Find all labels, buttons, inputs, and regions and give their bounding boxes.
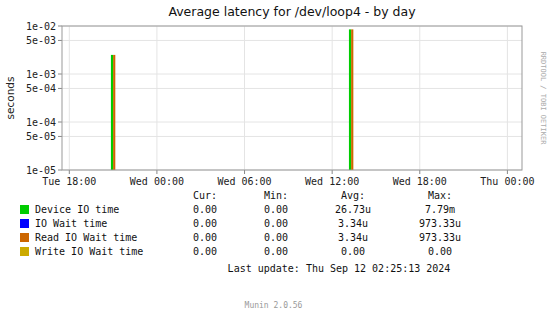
- grid-line: [62, 122, 522, 123]
- bar: [113, 55, 115, 170]
- legend: Cur: Min: Avg: Max: Device IO time 0.00 0.00 26…: [20, 190, 461, 257]
- y-tick-label: 1e-03: [26, 69, 56, 80]
- legend-value: 0.00: [341, 246, 365, 257]
- grid-line: [62, 136, 522, 137]
- tick-mark: [58, 74, 62, 75]
- footer: Munin 2.0.56: [245, 301, 303, 310]
- plot-frame: [62, 26, 522, 170]
- x-tick-label: Wed 18:00: [393, 176, 447, 187]
- tick-mark: [507, 170, 508, 174]
- title: Average latency for /dev/loop4 - by day: [168, 4, 416, 19]
- bar: [351, 29, 353, 170]
- legend-value: 0.00: [193, 204, 217, 215]
- grid-line: [156, 26, 157, 170]
- grid-line: [69, 26, 70, 170]
- legend-swatch: [20, 233, 29, 242]
- x-tick-label: Tue 18:00: [42, 176, 96, 187]
- tick-mark: [156, 170, 157, 174]
- legend-value: 0.00: [264, 246, 288, 257]
- legend-value: 0.00: [264, 204, 288, 215]
- legend-header: Min:: [264, 190, 288, 201]
- grid: [62, 26, 522, 170]
- legend-value: 973.33u: [419, 218, 461, 229]
- grid-line: [419, 26, 420, 170]
- tick-mark: [58, 122, 62, 123]
- legend-value: 0.00: [428, 246, 452, 257]
- grid-line: [332, 26, 333, 170]
- legend-header: Cur:: [193, 190, 217, 201]
- legend-label: IO Wait time: [35, 218, 107, 229]
- legend-value: 0.00: [264, 218, 288, 229]
- legend-value: 0.00: [193, 232, 217, 243]
- legend-label: Device IO time: [35, 204, 119, 215]
- y-tick-label: 1e-02: [26, 21, 56, 32]
- y-axis-label: seconds: [4, 77, 16, 120]
- grid-line: [244, 26, 245, 170]
- legend-swatch: [20, 205, 29, 214]
- x-tick-label: Wed 00:00: [130, 176, 184, 187]
- legend-label: Write IO Wait time: [35, 246, 143, 257]
- y-tick-label: 5e-03: [26, 35, 56, 46]
- tick-mark: [58, 88, 62, 89]
- last-update: Last update: Thu Sep 12 02:25:13 2024: [228, 263, 451, 274]
- y-tick-label: 1e-04: [26, 117, 56, 128]
- tick-mark: [244, 170, 245, 174]
- grid-line: [62, 74, 522, 75]
- bar: [349, 29, 351, 170]
- y-tick-label: 5e-04: [26, 83, 56, 94]
- tick-mark: [419, 170, 420, 174]
- tick-mark: [69, 170, 70, 174]
- bar: [111, 55, 113, 170]
- legend-value: 973.33u: [419, 232, 461, 243]
- grid-line: [62, 40, 522, 41]
- legend-value: 3.34u: [338, 218, 368, 229]
- grid-line: [62, 88, 522, 89]
- legend-value: 0.00: [193, 246, 217, 257]
- legend-header: Avg:: [341, 190, 365, 201]
- tick-mark: [58, 40, 62, 41]
- y-tick-label: 1e-05: [26, 165, 56, 176]
- x-tick-label: Wed 12:00: [305, 176, 359, 187]
- y-tick-label: 5e-05: [26, 131, 56, 142]
- legend-value: 0.00: [193, 218, 217, 229]
- tick-mark: [332, 170, 333, 174]
- legend-value: 3.34u: [338, 232, 368, 243]
- tick-mark: [58, 26, 62, 27]
- tick-mark: [58, 170, 62, 171]
- legend-label: Read IO Wait time: [35, 232, 137, 243]
- legend-header: Max:: [428, 190, 452, 201]
- legend-swatch: [20, 219, 29, 228]
- legend-value: 26.73u: [335, 204, 371, 215]
- plot-area: [62, 26, 522, 170]
- x-tick-label: Wed 06:00: [217, 176, 271, 187]
- legend-value: 0.00: [264, 232, 288, 243]
- legend-value: 7.79m: [425, 204, 455, 215]
- x-tick-label: Thu 00:00: [480, 176, 534, 187]
- watermark: RRDTOOL / TOBI OETIKER: [539, 52, 547, 146]
- chart: 1e-05 5e-05 1e-04 5e-04 1e-03 5e-03 1e-02 Tue 1…: [0, 0, 547, 311]
- tick-mark: [58, 136, 62, 137]
- legend-swatch: [20, 247, 29, 256]
- grid-line: [507, 26, 508, 170]
- marks: [111, 29, 353, 170]
